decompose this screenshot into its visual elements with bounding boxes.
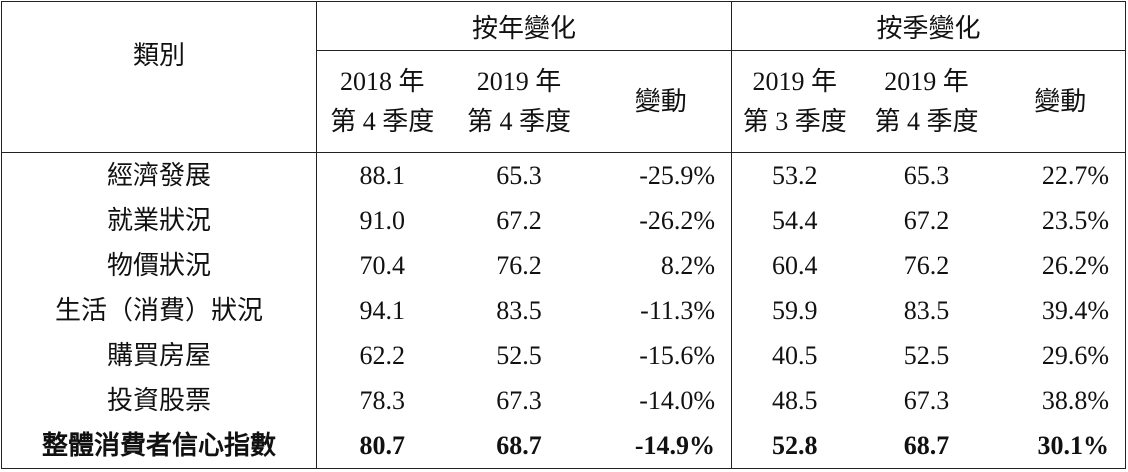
header-column: 2019 年第 4 季度 (857, 50, 996, 153)
cell-value: 23.5% (1041, 206, 1110, 235)
row-label: 整體消費者信心指數 (41, 431, 276, 460)
cell-value: 52.5 (903, 341, 950, 370)
header-column: 2019 年第 3 季度 (731, 50, 858, 153)
header-column: 2019 年第 4 季度 (447, 50, 591, 153)
cell-value: 52.5 (496, 341, 542, 370)
table-row: 生活（消費）狀況 94.1 83.5 -11.3% 59.9 83.5 39.4% (2, 288, 1126, 333)
cell-value: 53.2 (731, 152, 858, 198)
row-label: 生活（消費）狀況 (54, 296, 263, 325)
cell-value: -26.2% (639, 206, 716, 235)
cell-value: 70.4 (316, 243, 448, 288)
header-column-line: 2019 年 (884, 66, 969, 96)
table-row: 整體消費者信心指數 80.7 68.7 -14.9% 52.8 68.7 30.1% (2, 423, 1126, 469)
header-column: 變動 (995, 50, 1126, 153)
cell-value: 48.5 (731, 378, 858, 423)
header-column-line: 第 4 季度 (874, 106, 979, 136)
header-category: 類別 (1, 1, 317, 153)
cell-value: 76.2 (496, 251, 542, 280)
row-label: 投資股票 (106, 386, 211, 415)
cell-value: -11.3% (640, 296, 716, 325)
cell-value: 40.5 (731, 333, 858, 378)
cell-value: 76.2 (903, 251, 950, 280)
header-row-groups: 類別 按年變化 按季變化 (1, 1, 1126, 153)
table-body: 經濟發展 88.1 65.3 -25.9% 53.2 65.3 22.7% 就業狀況 91.0 6… (2, 152, 1126, 469)
cell-value: 8.2% (660, 251, 716, 280)
cell-value: 62.2 (316, 333, 448, 378)
cell-value: 26.2% (1041, 251, 1110, 280)
cell-value: 94.1 (316, 288, 448, 333)
cell-value: -14.0% (639, 386, 716, 415)
header-column: 變動 (590, 50, 732, 153)
cell-value: 83.5 (496, 296, 542, 325)
row-label: 購買房屋 (106, 341, 211, 370)
header-column-line: 2019 年 (752, 66, 838, 96)
table-row: 就業狀況 91.0 67.2 -26.2% 54.4 67.2 23.5% (2, 198, 1126, 243)
header-row-columns: 2018 年第 4 季度 2019 年第 4 季度 變動 2019 年第 3 季度 20… (2, 50, 1126, 153)
cell-value: 52.8 (731, 423, 858, 469)
cell-value: 60.4 (731, 243, 858, 288)
cell-value: 67.2 (903, 206, 950, 235)
cell-value: -15.6% (639, 341, 716, 370)
header-column: 2018 年第 4 季度 (316, 50, 448, 153)
table-row: 經濟發展 88.1 65.3 -25.9% 53.2 65.3 22.7% (2, 152, 1126, 198)
header-column-line: 第 4 季度 (466, 106, 571, 136)
cell-value: 78.3 (316, 378, 448, 423)
cell-value: -14.9% (634, 431, 716, 460)
table-row: 購買房屋 62.2 52.5 -15.6% 40.5 52.5 29.6% (2, 333, 1126, 378)
header-column-line: 2019 年 (476, 66, 562, 96)
cell-value: 39.4% (1041, 296, 1110, 325)
header-group-qoq: 按季變化 (731, 1, 1126, 51)
cell-value: 22.7% (1041, 161, 1110, 190)
header-column-line: 2018 年 (339, 66, 425, 96)
cell-value: 80.7 (316, 423, 448, 469)
row-label: 經濟發展 (106, 161, 211, 190)
header-column-line: 變動 (1034, 86, 1087, 116)
cell-value: 68.7 (496, 431, 542, 460)
cell-value: 88.1 (316, 152, 448, 198)
cell-value: 59.9 (731, 288, 858, 333)
cell-value: -25.9% (639, 161, 716, 190)
row-label: 物價狀況 (106, 251, 211, 280)
cell-value: 65.3 (903, 161, 950, 190)
header-column-line: 變動 (634, 86, 687, 116)
cell-value: 29.6% (1041, 341, 1110, 370)
cell-value: 54.4 (731, 198, 858, 243)
cell-value: 30.1% (1037, 431, 1110, 460)
header-column-line: 第 4 季度 (330, 106, 435, 136)
cell-value: 67.2 (496, 206, 542, 235)
cell-value: 91.0 (316, 198, 448, 243)
cell-value: 67.3 (496, 386, 542, 415)
header-group-yoy: 按年變化 (315, 1, 732, 51)
cell-value: 38.8% (1041, 386, 1110, 415)
table-row: 物價狀況 70.4 76.2 8.2% 60.4 76.2 26.2% (2, 243, 1126, 288)
row-label: 就業狀況 (106, 206, 211, 235)
cell-value: 68.7 (903, 431, 950, 460)
header-column-line: 第 3 季度 (742, 106, 847, 136)
cell-value: 67.3 (903, 386, 950, 415)
table-row: 投資股票 78.3 67.3 -14.0% 48.5 67.3 38.8% (2, 378, 1126, 423)
cell-value: 65.3 (496, 161, 542, 190)
cell-value: 83.5 (903, 296, 950, 325)
